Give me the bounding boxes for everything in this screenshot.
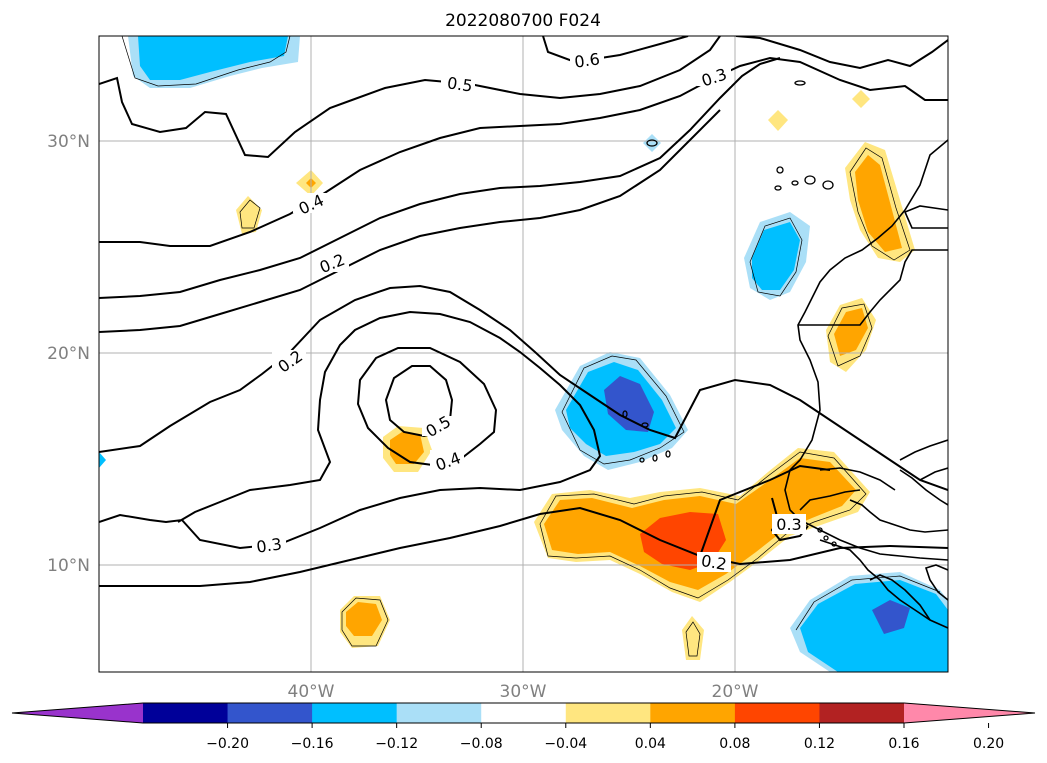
contour-label: 0.6 (573, 49, 601, 71)
pos-anomaly-region (236, 196, 262, 234)
contour-0.3-south (99, 506, 948, 587)
map-panel: 0.6 0.5 0.3 0.4 0.2 0.2 0.5 0.4 0.3 0.3 … (99, 36, 948, 672)
lat-label: 20°N (47, 344, 90, 364)
colorbar-tick-label: 0.04 (635, 736, 666, 752)
neg-anomaly-region (800, 580, 948, 672)
shaded-field (99, 36, 948, 672)
pos-anomaly-region (852, 90, 870, 108)
contour-label: 0.2 (700, 551, 728, 574)
colorbar-tick-label: −0.04 (544, 736, 587, 752)
contour-0.3 (735, 36, 948, 70)
lon-label: 40°W (288, 682, 335, 702)
colorbar-extend-high (904, 703, 1035, 723)
colorbar-segment (650, 703, 736, 723)
contour-0.1 (99, 109, 721, 333)
colorbar-segment (481, 703, 567, 723)
lon-label: 30°W (500, 682, 547, 702)
map-frame (98, 35, 949, 673)
contour-0.2-low (99, 284, 948, 491)
lat-label: 10°N (47, 556, 90, 576)
contour-0.4-inner (356, 347, 498, 468)
colorbar-tick-label: −0.20 (206, 736, 249, 752)
colorbar-segment (227, 703, 313, 723)
lon-axis-labels: 40°W 30°W 20°W (288, 682, 759, 702)
contour-label: 0.5 (446, 73, 474, 95)
contour-label: 0.3 (776, 515, 801, 534)
contour-0.2 (99, 57, 781, 299)
neg-anomaly-region (99, 452, 106, 468)
colorbar-outline (11, 702, 1036, 724)
shading-outlines (121, 36, 941, 657)
pos-anomaly-region (390, 432, 424, 464)
neg-anomaly-region (604, 376, 654, 432)
lon-label: 20°W (712, 682, 759, 702)
colorbar-extend-low (12, 703, 143, 723)
colorbar-tick-label: 0.08 (719, 736, 750, 752)
pos-anomaly-region (768, 110, 788, 131)
contour-labels: 0.6 0.5 0.3 0.4 0.2 0.2 0.5 0.4 0.3 0.3 … (252, 49, 806, 574)
colorbar-tick-label: 0.20 (973, 736, 1004, 752)
pos-anomaly-region (682, 616, 704, 660)
colorbar-segment (734, 703, 820, 723)
neg-anomaly-region (138, 36, 288, 80)
colorbar-segment (143, 703, 229, 723)
pos-anomaly-region (346, 602, 382, 636)
neg-anomaly-region (643, 134, 661, 152)
colorbar-tick-label: 0.12 (804, 736, 835, 752)
figure-title: 2022080700 F024 (445, 11, 601, 31)
neg-anomaly-region (752, 222, 800, 290)
contour-0.5 (99, 36, 721, 159)
pos-anomaly-region (834, 308, 868, 356)
neg-anomaly-region (872, 600, 910, 634)
colorbar-tick-label: −0.16 (291, 736, 334, 752)
colorbar-segment (819, 703, 905, 723)
lat-label: 30°N (47, 132, 90, 152)
coastlines (784, 139, 948, 629)
colorbar-tick-label: −0.12 (375, 736, 418, 752)
contour-0.2-south (699, 464, 831, 557)
lat-axis-labels: 30°N 20°N 10°N (47, 132, 90, 576)
colorbar: −0.20 −0.16 −0.12 −0.08 −0.04 0.04 0.08 0.12 0.1… (11, 702, 1036, 752)
colorbar-segment (565, 703, 651, 723)
contour-label: 0.3 (255, 534, 283, 556)
contour-0.4 (99, 56, 948, 247)
colorbar-segment (312, 703, 398, 723)
colorbar-tick-label: 0.16 (888, 736, 919, 752)
colorbar-tick-label: −0.08 (460, 736, 503, 752)
colorbar-segment (396, 703, 482, 723)
